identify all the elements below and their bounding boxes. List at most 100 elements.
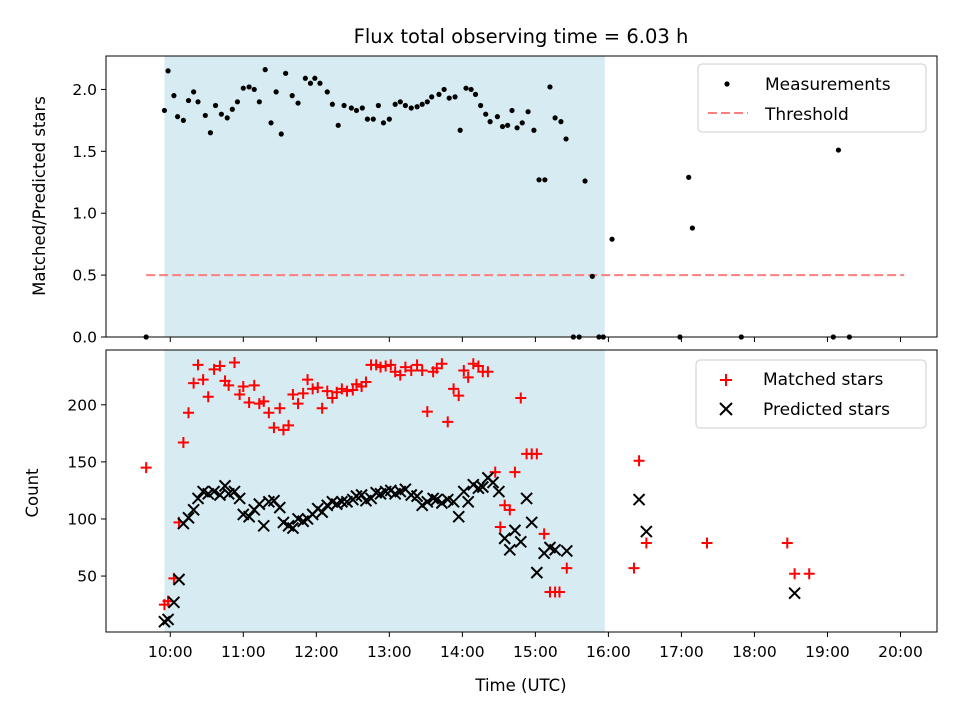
measurement-point <box>240 85 246 91</box>
matched-star-point <box>789 568 801 580</box>
matched-star-point <box>482 366 494 378</box>
measurement-point <box>472 91 479 97</box>
bottom-legend-box <box>695 359 927 429</box>
predicted-star-point <box>161 613 175 626</box>
matched-star-point <box>283 419 295 431</box>
matched-star-point <box>360 376 372 388</box>
measurement-point <box>483 111 489 117</box>
top-y-tick-label: 0.5 <box>72 267 97 285</box>
measurement-point <box>224 115 230 121</box>
measurement-point <box>686 174 692 180</box>
measurement-point <box>324 89 330 95</box>
predicted-star-point <box>452 510 465 523</box>
matched-star-point <box>380 360 392 372</box>
matched-star-point <box>448 383 460 395</box>
x-tick-label: 15:00 <box>513 643 558 661</box>
matched-star-point <box>263 407 275 419</box>
matched-star-point <box>633 455 645 467</box>
predicted-star-point <box>253 497 266 511</box>
x-tick-label: 14:00 <box>440 643 485 661</box>
predicted-star-point <box>530 566 544 579</box>
matched-star-point <box>234 389 246 401</box>
bottom-y-tick-label: 100 <box>67 510 97 528</box>
legend-measurements-label: Measurements <box>765 75 891 95</box>
predicted-star-point <box>476 480 490 494</box>
measurement-point <box>505 122 511 128</box>
measurement-point <box>341 102 347 109</box>
measurement-point <box>386 116 392 122</box>
matched-star-point <box>436 358 448 370</box>
predicted-star-point <box>286 521 300 535</box>
top-panel: 0.00.51.01.52.0 Matched/Predicted stars … <box>30 55 938 347</box>
matched-star-point <box>341 385 353 397</box>
x-tick-label: 18:00 <box>732 643 777 661</box>
predicted-star-point <box>472 481 485 495</box>
matched-star-point <box>292 398 304 410</box>
predicted-star-point <box>315 505 329 519</box>
measurement-point <box>589 273 595 279</box>
matched-star-point <box>531 448 543 460</box>
measurement-point <box>408 105 414 111</box>
bottom-y-tick-label: 50 <box>77 568 97 586</box>
measurement-point <box>185 97 192 104</box>
measurement-point <box>689 225 695 231</box>
measurement-point <box>329 101 335 107</box>
legend-matched-label: Matched stars <box>763 370 883 390</box>
x-tick-label: 12:00 <box>294 643 339 661</box>
matched-star-point <box>287 389 299 401</box>
bottom-axes-frame <box>105 349 938 633</box>
predicted-star-point <box>233 492 246 505</box>
measurement-point <box>234 99 241 105</box>
measurement-point <box>335 122 341 128</box>
predicted-star-point <box>228 485 241 498</box>
bottom-legend: Matched stars Predicted stars <box>695 359 927 429</box>
top-x-ticks <box>169 337 901 342</box>
top-legend: Measurements Threshold <box>697 63 927 133</box>
predicted-star-point <box>560 544 573 558</box>
measurement-point <box>364 116 371 122</box>
measurement-points <box>143 67 852 340</box>
matched-star-point <box>316 402 328 414</box>
top-axes-frame <box>105 55 938 338</box>
predicted-star-point <box>335 495 349 509</box>
predicted-star-point <box>788 586 801 600</box>
predicted-star-point <box>273 501 287 514</box>
matched-stars-points <box>140 357 815 611</box>
measurement-point <box>312 75 318 81</box>
measurement-point <box>180 117 187 123</box>
matched-star-point <box>467 358 479 370</box>
top-y-ticks: 0.0 0.5 1.0 1.5 2.0 <box>72 81 106 347</box>
predicted-star-point <box>218 479 232 493</box>
measurement-point <box>609 236 615 242</box>
measurement-point <box>207 130 214 136</box>
measurement-point <box>536 177 542 183</box>
predicted-star-point <box>503 543 517 557</box>
measurement-point <box>509 107 515 114</box>
matched-star-point <box>208 363 220 375</box>
predicted-star-point <box>410 489 424 503</box>
measurement-point <box>419 101 425 107</box>
measurement-point <box>370 116 376 122</box>
matched-star-point <box>509 466 521 478</box>
x-tick-label: 17:00 <box>659 643 704 661</box>
matched-star-point <box>177 436 189 448</box>
matched-star-point <box>515 392 527 404</box>
matched-star-point <box>472 360 484 372</box>
measurement-point <box>414 104 420 110</box>
measurement-point <box>547 84 553 90</box>
matched-star-point <box>628 562 640 574</box>
legend-predicted-marker <box>719 402 733 416</box>
measurement-point <box>478 102 484 109</box>
x-axis-label: Time (UTC) <box>474 676 566 695</box>
legend-threshold-label: Threshold <box>764 105 849 125</box>
predicted-star-point <box>182 511 195 525</box>
predicted-star-point <box>548 543 562 557</box>
matched-star-point <box>350 378 362 390</box>
measurement-point <box>195 99 201 105</box>
matched-star-point <box>268 422 280 434</box>
top-y-tick-label: 1.5 <box>72 143 97 161</box>
predicted-star-point <box>486 476 500 489</box>
predicted-star-point <box>257 519 270 533</box>
measurement-point <box>452 94 458 100</box>
matched-star-point <box>229 357 241 369</box>
